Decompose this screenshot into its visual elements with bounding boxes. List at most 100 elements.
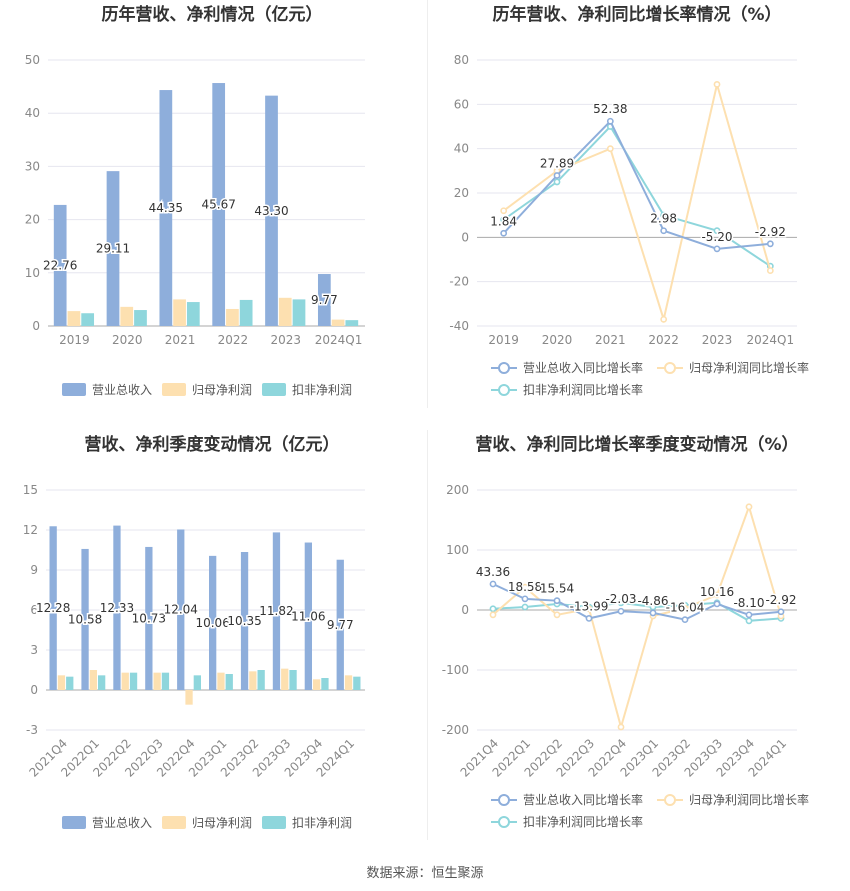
data-point bbox=[489, 580, 497, 588]
legend-label: 归母净利润 bbox=[192, 383, 252, 397]
y-tick-label: 100 bbox=[446, 543, 469, 557]
data-point bbox=[585, 605, 593, 613]
y-tick-label: 15 bbox=[23, 483, 38, 497]
annual-growth-chart: 历年营收、净利同比增长率情况（%） -40 -20 0 20 40 60 80 2019 2020… bbox=[449, 4, 809, 397]
data-label: 52.38 bbox=[593, 102, 627, 116]
data-point bbox=[553, 172, 561, 179]
bar-营业总收入 bbox=[272, 532, 281, 690]
y-tick-label: -20 bbox=[449, 275, 469, 289]
data-label: -2.92 bbox=[755, 225, 786, 239]
bar-扣非净利润 bbox=[239, 299, 253, 326]
x-tick-label: 2023 bbox=[702, 333, 733, 347]
data-point bbox=[585, 614, 593, 622]
data-point bbox=[745, 617, 753, 625]
data-label: 44.35 bbox=[149, 201, 183, 215]
annual-bar-panel: 历年营收、净利情况（亿元） 0 10 20 30 40 50 2019 2020 2021 2022… bbox=[0, 0, 425, 420]
data-label: 15.54 bbox=[540, 582, 574, 596]
legend-label: 营业总收入同比增长率 bbox=[523, 792, 643, 807]
bar-扣非净利润 bbox=[292, 299, 306, 326]
series-line-扣非净利润同比增长率 bbox=[503, 124, 771, 267]
bar-扣非净利润 bbox=[97, 675, 106, 690]
data-point bbox=[617, 723, 625, 731]
bar-营业总收入 bbox=[240, 552, 249, 690]
bar-扣非净利润 bbox=[81, 313, 95, 326]
bar-营业总收入 bbox=[113, 525, 121, 690]
y-tick-label: 30 bbox=[25, 159, 40, 173]
bar-归母净利润 bbox=[313, 679, 321, 690]
data-point bbox=[777, 608, 785, 616]
data-point bbox=[553, 597, 561, 605]
bar-扣非净利润 bbox=[321, 678, 329, 690]
legend-marker bbox=[498, 384, 510, 396]
y-tick-label: 0 bbox=[30, 683, 38, 697]
quarterly-revenue-profit-chart: 营收、净利季度变动情况（亿元）-3036912152021Q42022Q1202… bbox=[23, 434, 365, 830]
data-point bbox=[766, 240, 774, 248]
x-tick-label: 2021 bbox=[165, 333, 196, 347]
data-point bbox=[745, 611, 753, 619]
data-point bbox=[660, 227, 668, 235]
chart-title: 营收、净利季度变动情况（亿元） bbox=[85, 434, 340, 455]
legend-label: 营业总收入 bbox=[92, 383, 152, 397]
legend-label: 扣非净利润同比增长率 bbox=[523, 382, 643, 397]
data-label: -8.10 bbox=[733, 596, 764, 610]
annual-revenue-profit-chart: 历年营收、净利情况（亿元） 0 10 20 30 40 50 2019 2020 2021 2022… bbox=[25, 4, 365, 397]
bar-营业总收入 bbox=[212, 83, 226, 326]
quarterly-growth-panel: 营收、净利同比增长率季度变动情况（%） -200 -100 0 100 200 2021Q4… bbox=[425, 430, 850, 850]
divider bbox=[427, 0, 428, 408]
x-tick-label: 2020 bbox=[112, 333, 143, 347]
bar-营业总收入 bbox=[265, 95, 278, 326]
series-line-扣非净利润同比增长率 bbox=[492, 601, 782, 622]
bar-归母净利润 bbox=[120, 306, 134, 326]
y-tick-label: 6 bbox=[30, 603, 38, 617]
bar-营业总收入 bbox=[177, 529, 185, 690]
data-label: 10.58 bbox=[68, 612, 102, 626]
y-tick-label: -200 bbox=[442, 723, 469, 737]
quarterly-growth-chart: 营收、净利同比增长率季度变动情况（%）-200-10001002002021Q4… bbox=[442, 434, 809, 829]
y-tick-label: 10 bbox=[25, 266, 40, 280]
bar-归母净利润 bbox=[217, 672, 225, 690]
y-tick-label: 40 bbox=[25, 106, 40, 120]
data-label: -13.99 bbox=[570, 599, 609, 613]
y-tick-label: 0 bbox=[461, 603, 469, 617]
x-tick-label: 2021 bbox=[595, 333, 626, 347]
bar-营业总收入 bbox=[317, 274, 331, 326]
bar-归母净利润 bbox=[226, 308, 239, 326]
bar-归母净利润 bbox=[89, 670, 97, 690]
bar-营业总收入 bbox=[53, 204, 67, 326]
data-label: -4.86 bbox=[637, 594, 668, 608]
data-point bbox=[766, 267, 774, 274]
data-point bbox=[713, 245, 721, 253]
data-point bbox=[660, 211, 668, 219]
bar-归母净利润 bbox=[67, 311, 81, 326]
bar-扣非净利润 bbox=[353, 676, 361, 690]
data-label: 10.06 bbox=[195, 616, 229, 630]
bar-营业总收入 bbox=[304, 542, 313, 690]
annual-growth-panel: 历年营收、净利同比增长率情况（%） -40 -20 0 20 40 60 80 2019 2020… bbox=[425, 0, 850, 420]
bar-归母净利润 bbox=[121, 672, 129, 690]
bar-扣非净利润 bbox=[186, 302, 200, 326]
bar-营业总收入 bbox=[49, 526, 57, 690]
legend-marker bbox=[664, 362, 676, 374]
data-point bbox=[713, 80, 721, 88]
y-tick-label: -100 bbox=[442, 663, 469, 677]
legend-label: 营业总收入同比增长率 bbox=[523, 360, 643, 375]
bar-归母净利润 bbox=[185, 690, 193, 705]
bar-扣非净利润 bbox=[345, 320, 359, 326]
chart-title: 历年营收、净利同比增长率情况（%） bbox=[492, 4, 781, 25]
chart-title: 历年营收、净利情况（亿元） bbox=[102, 4, 323, 25]
bar-扣非净利润 bbox=[257, 670, 265, 690]
y-tick-label: 9 bbox=[30, 563, 38, 577]
bar-扣非净利润 bbox=[129, 672, 138, 690]
data-label: 10.35 bbox=[227, 614, 261, 628]
data-source-note: 数据来源：恒生聚源 bbox=[366, 866, 484, 881]
data-point bbox=[681, 616, 689, 624]
data-point bbox=[713, 227, 721, 235]
legend-swatch bbox=[262, 383, 286, 396]
legend-label: 扣非净利润 bbox=[292, 816, 352, 830]
y-tick-label: 60 bbox=[454, 97, 469, 111]
series-line-归母净利润同比增长率 bbox=[503, 84, 772, 324]
y-tick-label: 50 bbox=[25, 53, 40, 67]
legend-swatch bbox=[162, 816, 186, 829]
data-point bbox=[500, 207, 508, 215]
x-tick-label: 2022 bbox=[648, 333, 679, 347]
